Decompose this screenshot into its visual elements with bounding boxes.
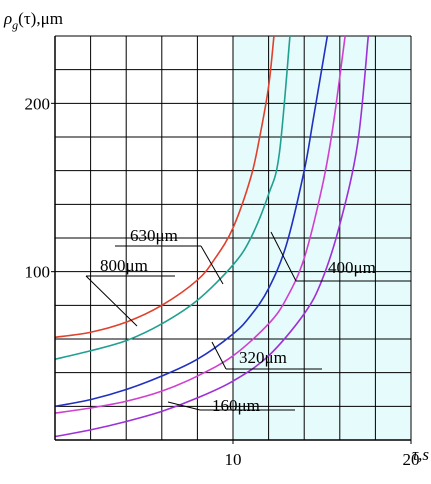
series-line-320m: [54, 35, 346, 414]
y-tick-label: 100: [25, 263, 51, 282]
annotation-leader-320m: [211, 341, 227, 370]
annotations: 630μm 800μm 400μm 320μm 160μm: [85, 226, 411, 415]
annotation-leader-160m: [167, 401, 201, 411]
annotation-leader-630m: [200, 245, 224, 285]
x-tick-label: 10: [225, 450, 242, 469]
annotation-label-320m: 320μm: [239, 348, 287, 367]
annotation-leader-400m: [270, 231, 297, 282]
annotation-label-160m: 160μm: [212, 396, 260, 415]
series-lines: [54, 35, 370, 438]
annotation-label-400m: 400μm: [328, 258, 376, 277]
y-axis-title: ρg(τ),μm: [3, 9, 63, 32]
x-axis-title: τ,s: [412, 445, 429, 464]
y-tick-label: 200: [25, 94, 51, 113]
annotation-label-630m: 630μm: [130, 226, 178, 245]
series-line-400m: [54, 35, 329, 408]
axes: 10 20 100 200 ρg(τ),μm τ,s: [3, 9, 429, 469]
annotation-label-800m: 800μm: [100, 256, 148, 275]
series-line-160m: [54, 35, 370, 438]
series-line-800m: [54, 35, 291, 360]
x-tick-label: 20: [403, 450, 420, 469]
series-line-630m: [54, 35, 275, 339]
annotation-leader-800m: [85, 275, 138, 327]
grid: [55, 35, 412, 440]
